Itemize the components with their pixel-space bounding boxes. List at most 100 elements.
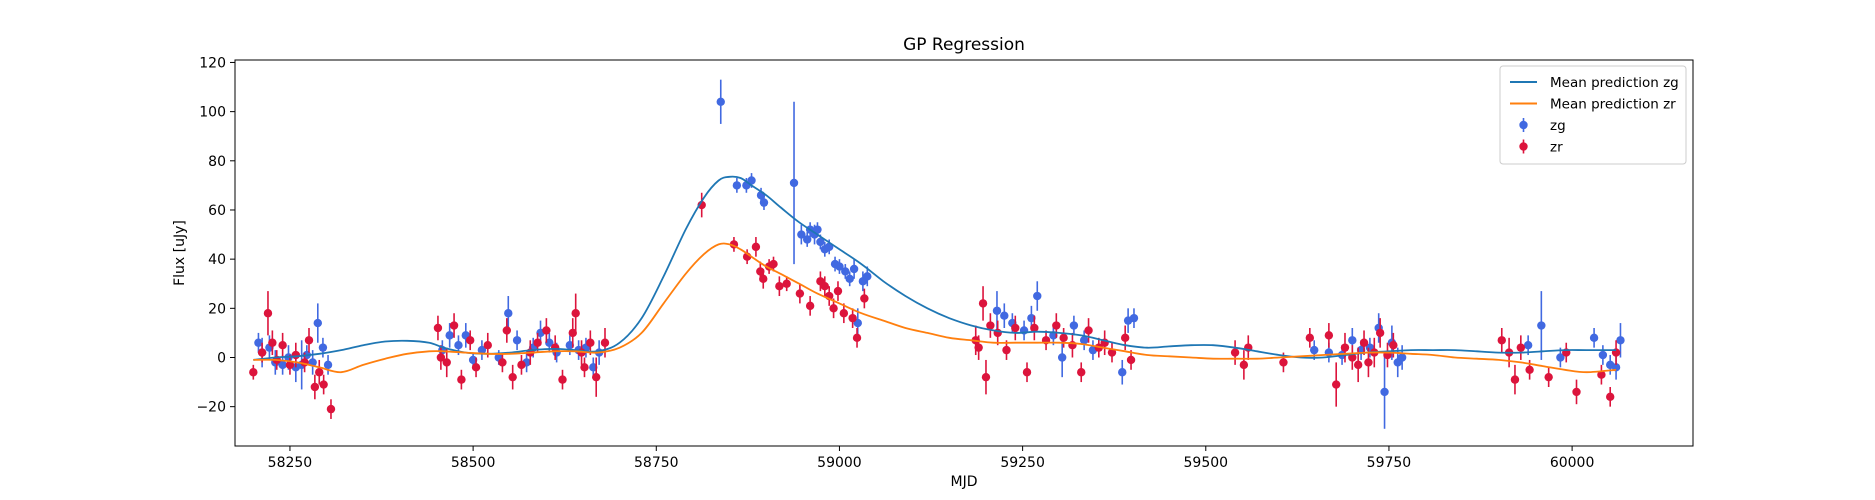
- data-point: [845, 274, 854, 284]
- data-point: [803, 235, 812, 244]
- chart-title: GP Regression: [903, 35, 1025, 55]
- data-point: [1057, 353, 1067, 362]
- data-point: [860, 294, 869, 303]
- data-point: [257, 348, 267, 357]
- data-point: [841, 267, 850, 276]
- data-point: [508, 372, 517, 382]
- data-point: [1027, 313, 1036, 323]
- data-point: [1359, 338, 1369, 347]
- data-point: [1052, 321, 1061, 330]
- data-point: [580, 363, 589, 372]
- data-point: [436, 353, 446, 362]
- data-point: [318, 343, 328, 352]
- y-tick-label: 100: [199, 105, 226, 121]
- data-point: [789, 178, 799, 188]
- data-point: [1606, 392, 1615, 402]
- data-point: [1077, 368, 1086, 377]
- data-point: [1353, 360, 1363, 370]
- data-point: [263, 309, 273, 318]
- data-point: [1523, 340, 1533, 350]
- plot-frame: [234, 59, 1694, 447]
- data-point: [600, 338, 610, 347]
- data-point: [278, 360, 287, 370]
- data-point: [795, 289, 805, 298]
- data-point: [304, 336, 314, 345]
- data-point: [1510, 375, 1520, 384]
- data-point: [1000, 311, 1009, 320]
- data-point: [1230, 348, 1240, 357]
- data-point: [1389, 340, 1398, 350]
- data-point: [1516, 343, 1526, 352]
- data-point: [268, 338, 277, 347]
- legend-marker-swatch: [1519, 142, 1528, 151]
- data-point: [1525, 365, 1534, 374]
- x-tick-label: 59250: [1000, 455, 1045, 471]
- data-point: [285, 360, 295, 370]
- data-point: [992, 306, 1002, 315]
- data-point: [1597, 370, 1606, 379]
- data-point: [782, 279, 791, 288]
- legend-label: Mean prediction zg: [1550, 75, 1679, 91]
- data-point: [542, 326, 551, 335]
- y-tick-label: 0: [217, 350, 226, 366]
- data-point: [769, 259, 778, 269]
- data-point: [586, 338, 595, 347]
- data-point: [852, 333, 862, 343]
- data-point: [1239, 360, 1249, 370]
- legend-label: zr: [1550, 140, 1563, 156]
- data-point: [1556, 353, 1565, 362]
- data-point: [1022, 368, 1032, 377]
- data-point: [816, 237, 825, 247]
- data-point: [759, 274, 768, 284]
- legend-label: zg: [1550, 118, 1566, 134]
- data-point: [319, 380, 328, 389]
- data-point: [1324, 331, 1334, 340]
- y-tick-label: 120: [199, 55, 226, 71]
- data-point: [863, 272, 872, 281]
- data-point: [457, 375, 466, 384]
- x-tick-label: 58500: [451, 455, 496, 471]
- data-point: [254, 338, 263, 347]
- data-point: [465, 336, 475, 345]
- data-point: [558, 375, 567, 384]
- data-point: [449, 321, 459, 330]
- axes: 58250 58500 58750 59000 59250 59500 59750 60000…: [196, 55, 1594, 471]
- data-point: [442, 358, 451, 367]
- data-point: [323, 360, 333, 370]
- data-point: [483, 340, 492, 350]
- data-point: [445, 331, 454, 340]
- data-point: [1310, 345, 1319, 355]
- x-axis-label: MJD: [951, 474, 978, 490]
- series-line-Mean prediction zr: [253, 242, 1617, 374]
- data-point: [1279, 358, 1288, 367]
- data-point: [565, 340, 575, 350]
- data-point: [751, 242, 761, 252]
- data-point: [454, 340, 463, 350]
- data-point: [571, 309, 580, 318]
- data-point: [1030, 323, 1039, 333]
- data-point: [820, 281, 829, 291]
- data-point: [1397, 353, 1407, 362]
- data-point: [589, 363, 598, 372]
- data-point: [848, 313, 857, 323]
- data-point: [1589, 333, 1599, 343]
- data-point: [849, 264, 859, 274]
- data-point: [756, 267, 765, 276]
- data-point: [839, 309, 849, 318]
- data-point: [1120, 333, 1130, 343]
- data-point: [986, 321, 995, 330]
- data-point: [1002, 345, 1011, 355]
- data-point: [1011, 323, 1020, 333]
- data-point: [1598, 350, 1608, 360]
- data-point: [1380, 387, 1389, 397]
- data-point: [477, 345, 487, 355]
- data-point: [747, 176, 756, 185]
- y-tick-label: 40: [208, 252, 226, 268]
- data-point: [291, 350, 301, 360]
- data-point: [545, 338, 554, 347]
- data-point: [1129, 313, 1139, 323]
- data-point: [1375, 328, 1385, 338]
- legend-label: Mean prediction zr: [1550, 97, 1676, 113]
- data-point: [1340, 343, 1350, 352]
- data-point: [1118, 368, 1127, 377]
